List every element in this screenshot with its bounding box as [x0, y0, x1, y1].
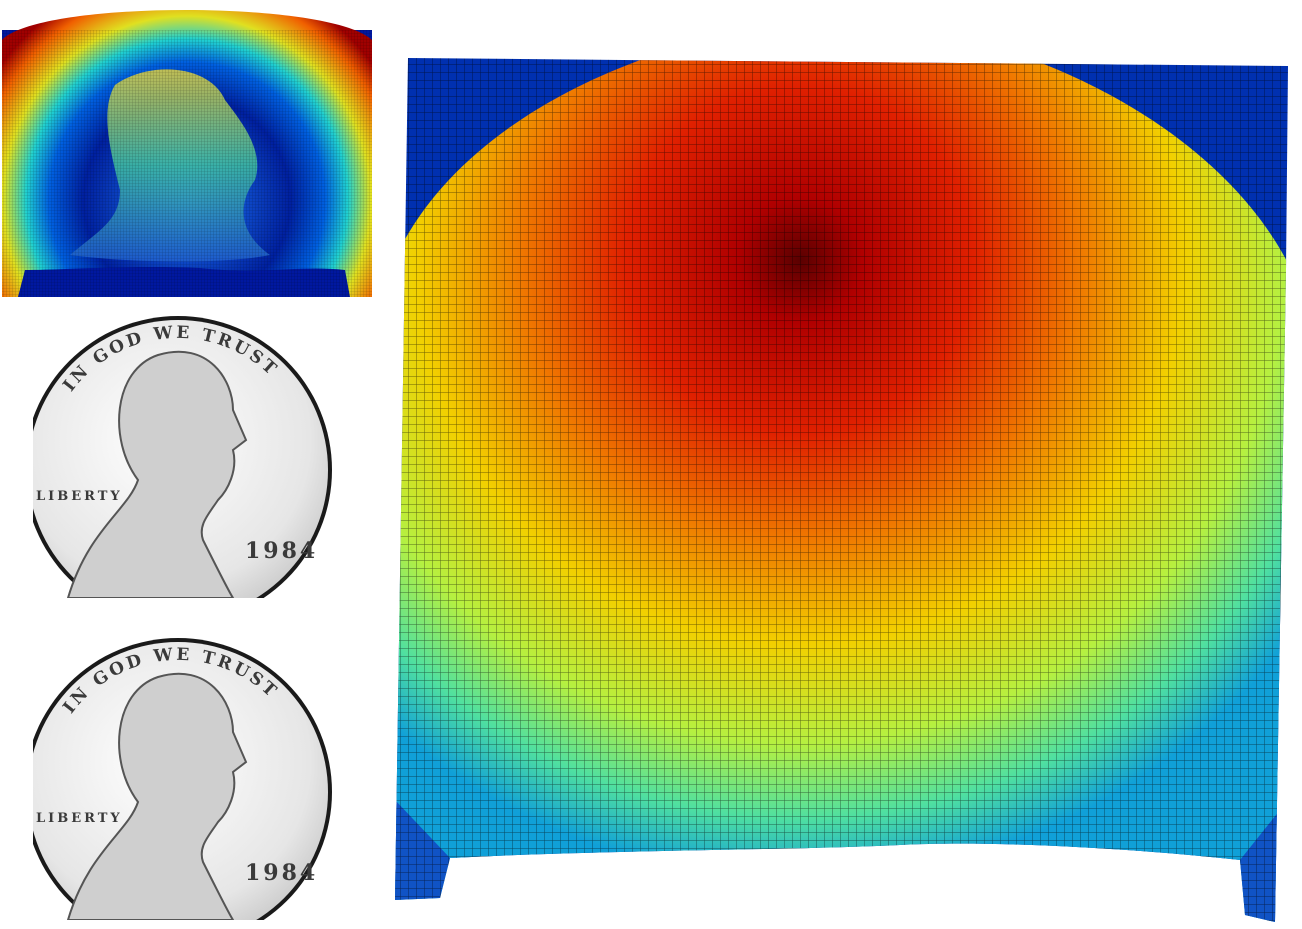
large-surface: [380, 10, 1300, 929]
small-surface: [2, 10, 372, 297]
coin-year: 1984: [245, 538, 318, 564]
coin-year: 1984: [245, 860, 318, 886]
coin-legend: LIBERTY: [36, 489, 123, 504]
page: IN GOD WE TRUSTLIBERTY1984IN GOD WE TRUS…: [0, 0, 1302, 929]
coin-legend: LIBERTY: [36, 811, 123, 826]
figure: IN GOD WE TRUSTLIBERTY1984IN GOD WE TRUS…: [0, 0, 1302, 929]
